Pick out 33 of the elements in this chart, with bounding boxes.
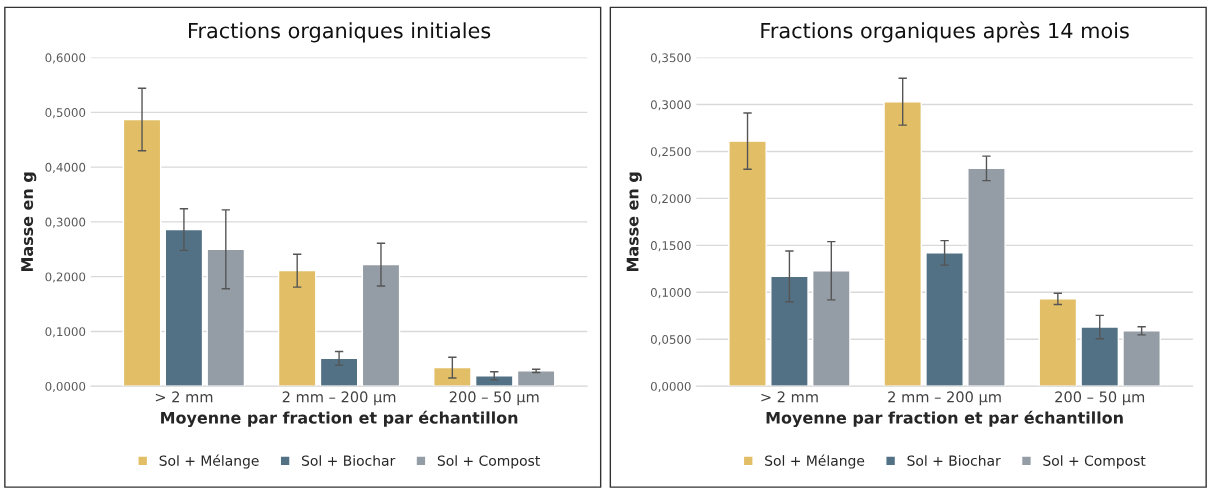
x-tick-label: > 2 mm — [761, 391, 818, 403]
x-tick-label: 2 mm – 200 µm — [282, 391, 396, 406]
legend-label: Sol + Compost — [437, 455, 540, 469]
x-axis-title: Moyenne par fraction et par échantillon — [161, 410, 518, 427]
chart-title: Fractions organiques après 14 mois — [761, 21, 1129, 43]
y-tick-label: 0,4000 — [45, 162, 86, 173]
x-tick-label: 200 – 50 µm — [1055, 391, 1145, 406]
y-axis-title: Masse en g — [626, 172, 642, 272]
chart-title: Fractions organiques initiales — [189, 22, 491, 43]
x-tick-label: 2 mm – 200 µm — [888, 391, 1001, 406]
legend-label: Sol + Biochar — [907, 455, 1001, 466]
y-tick-label: 0,2000 — [45, 272, 86, 283]
y-tick-label: 0,5000 — [45, 108, 86, 119]
y-tick-label: 0,3000 — [650, 100, 691, 111]
y-tick-label: 0,2000 — [650, 194, 691, 205]
x-axis-title: Moyenne par fraction et par échantillon — [766, 410, 1123, 427]
x-tick-label: > 2 mm — [155, 391, 213, 403]
y-axis-title: Masse en g — [21, 172, 37, 272]
legend-label: Sol + Mélange — [765, 454, 865, 469]
x-tick-label: 200 – 50 µm — [449, 391, 539, 406]
y-tick-label: 0,3000 — [45, 217, 86, 228]
y-tick-label: 0,6000 — [45, 53, 86, 64]
y-tick-label: 0,0000 — [45, 381, 86, 393]
legend-label: Sol + Biochar — [301, 455, 396, 466]
y-tick-label: 0,0500 — [650, 334, 691, 346]
legend-label: Sol + Compost — [1043, 455, 1146, 469]
y-tick-label: 0,2500 — [650, 147, 691, 158]
y-tick-label: 0,0000 — [650, 381, 691, 393]
y-tick-label: 0,1000 — [650, 288, 691, 299]
y-tick-label: 0,3500 — [650, 53, 691, 64]
y-tick-label: 0,1000 — [45, 327, 86, 338]
legend-label: Sol + Mélange — [159, 454, 259, 469]
y-tick-label: 0,1500 — [650, 241, 691, 252]
